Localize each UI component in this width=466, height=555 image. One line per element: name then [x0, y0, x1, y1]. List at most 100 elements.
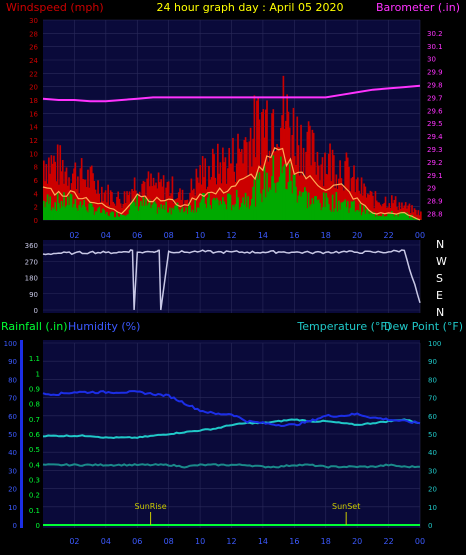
wind-speed-bar [378, 215, 381, 220]
wind-speed-bar [283, 164, 286, 220]
wind-gust-bar [234, 181, 237, 220]
wind-speed-bar [224, 204, 227, 220]
wind-speed-bar [230, 210, 233, 220]
wind-speed-bar [69, 193, 72, 220]
wind-gust-bar [282, 75, 285, 220]
wind-speed-bar [409, 215, 412, 220]
barometer-y-tick: 29.8 [427, 82, 443, 90]
wind-gust-bar [198, 182, 200, 220]
wind-speed-bar [319, 203, 321, 220]
wind-speed-bar [416, 219, 418, 220]
wind-speed-bar [74, 198, 77, 220]
wind-gust-bar [264, 109, 267, 220]
climate-x-tick: 00 [415, 537, 425, 546]
wind-gust-bar [378, 202, 381, 220]
wind-gust-bar [372, 195, 374, 220]
wind-speed-bar [107, 215, 109, 220]
wind-speed-bar [334, 208, 336, 220]
wind-gust-bar [119, 203, 122, 220]
wind-gust-bar [345, 152, 348, 220]
wind-y-tick: 26 [29, 44, 38, 52]
wind-gust-bar [392, 203, 394, 220]
wind-speed-bar [248, 208, 251, 220]
wind-speed-bar [341, 202, 344, 220]
wind-gust-bar [338, 178, 340, 220]
wind-speed-bar [369, 210, 372, 220]
wind-speed-bar [201, 193, 204, 220]
compass-label: N [436, 238, 444, 251]
wind-gust-bar [229, 163, 232, 220]
wind-gust-bar [220, 183, 223, 220]
wind-y-tick: 4 [34, 190, 39, 198]
wind-gust-bar [199, 165, 202, 220]
wind-speed-bar [267, 191, 270, 220]
wind-x-tick: 02 [69, 231, 79, 240]
climate-x-tick: 08 [164, 537, 174, 546]
direction-y-tick: 0 [34, 307, 38, 315]
wind-speed-bar [377, 216, 379, 220]
wind-speed-bar [177, 209, 180, 220]
wind-speed-bar [240, 202, 243, 220]
wind-gust-bar [95, 193, 98, 220]
wind-speed-bar [234, 203, 237, 220]
wind-speed-bar [264, 197, 267, 220]
wind-speed-bar [83, 199, 86, 220]
wind-speed-bar [104, 213, 107, 220]
wind-speed-bar [211, 199, 214, 220]
wind-speed-bar [206, 197, 209, 220]
wind-speed-bar [133, 202, 136, 220]
wind-speed-bar [84, 206, 87, 220]
wind-speed-bar [276, 182, 278, 220]
wind-speed-bar [102, 208, 104, 220]
wind-gust-bar [94, 189, 97, 220]
rainfall-y-tick: 0 [36, 522, 40, 530]
wind-speed-bar [316, 200, 319, 220]
wind-gust-bar [75, 189, 78, 220]
rainfall-y-tick: 0.2 [29, 492, 40, 500]
rainfall-y-tick: 0.3 [29, 477, 40, 485]
wind-gust-bar [344, 161, 347, 220]
wind-gust-bar [269, 156, 272, 220]
wind-gust-bar [327, 153, 330, 220]
wind-gust-bar [254, 157, 257, 220]
barometer-y-tick: 29.5 [427, 120, 443, 128]
wind-gust-bar [363, 183, 365, 220]
wind-gust-bar [222, 147, 224, 220]
wind-x-tick: 04 [101, 231, 111, 240]
wind-speed-bar [246, 207, 248, 220]
wind-gust-bar [309, 125, 311, 220]
wind-speed-bar [166, 212, 169, 220]
humidity-y-tick: 0 [13, 522, 17, 530]
wind-gust-bar [82, 179, 84, 220]
wind-speed-bar [99, 212, 102, 220]
wind-speed-bar [185, 207, 188, 220]
wind-speed-bar [268, 187, 271, 220]
temperature-y-tick: 40 [428, 449, 437, 457]
wind-speed-bar [237, 197, 239, 220]
wind-speed-bar [262, 189, 265, 220]
wind-gust-bar [113, 203, 116, 220]
wind-speed-bar [213, 197, 215, 220]
wind-speed-bar [272, 155, 275, 220]
wind-speed-bar [358, 211, 360, 220]
wind-gust-bar [296, 116, 299, 220]
temperature-y-tick: 90 [428, 358, 437, 366]
sun-markers: SunRise SunSet [135, 502, 360, 525]
wind-gust-bar [219, 162, 222, 220]
wind-gust-bar [397, 210, 399, 220]
climate-grid [43, 342, 421, 528]
wind-y-tick: 30 [29, 17, 38, 25]
wind-gust-bar [92, 173, 94, 220]
wind-speed-bar [271, 176, 273, 220]
wind-speed-bar [156, 213, 159, 220]
wind-gust-bar [126, 191, 128, 220]
wind-speed-bar [399, 212, 402, 220]
wind-speed-bar [162, 205, 165, 220]
barometer-y-tick: 29.9 [427, 69, 443, 77]
wind-speed-bar [53, 208, 55, 220]
wind-speed-bar [182, 212, 185, 220]
wind-speed-bar [367, 208, 369, 220]
wind-speed-bar [232, 204, 234, 220]
barometer-y-tick: 30 [427, 56, 436, 64]
